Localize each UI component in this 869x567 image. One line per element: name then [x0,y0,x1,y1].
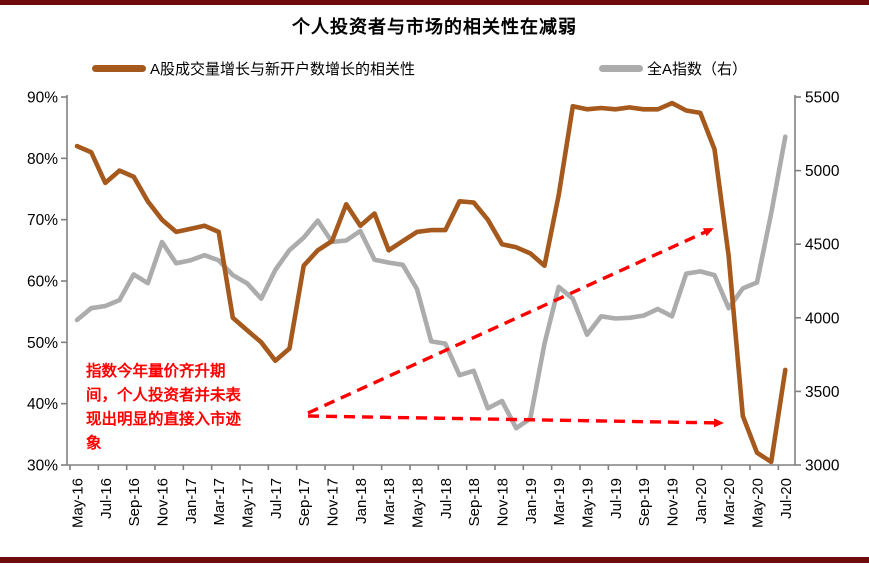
x-axis-label: Jan-17 [183,478,200,524]
x-axis-label: May-18 [409,478,426,528]
y-axis-left-label: 60% [27,274,58,291]
y-axis-right-label: 4000 [805,310,840,327]
correlation-line [74,100,788,465]
x-axis-label: Mar-17 [211,478,228,526]
y-axis-right-label: 5000 [805,163,840,180]
x-axis-label: May-16 [70,478,87,528]
x-axis-label: Jul-19 [608,478,625,519]
x-axis-label: Nov-17 [324,478,341,526]
x-axis-label: Sep-18 [466,478,483,526]
x-axis-label: Nov-19 [664,478,681,526]
x-axis-label: Jul-17 [268,478,285,519]
y-axis-left-label: 30% [27,458,58,475]
x-axis-label: May-17 [239,478,256,528]
x-axis-label: Sep-19 [636,478,653,526]
x-axis-label: Jan-20 [693,478,710,524]
annotation-arrow-up [307,227,714,415]
chart-title: 个人投资者与市场的相关性在减弱 [292,17,577,37]
y-axis-right-label: 3500 [805,384,840,401]
legend-label-index: 全A指数（右） [647,60,748,78]
x-axis-label: Jul-18 [438,478,455,519]
x-axis-label: Sep-16 [126,478,143,526]
legend-item-correlation: A股成交量增长与新开户数增长的相关性 [92,60,416,78]
y-axis-left-label: 40% [27,396,58,413]
annotation-text: 指数今年量价齐升期 间，个人投资者并未表 现出明显的直接入市迹 象 [86,363,242,453]
y-axis-right-label: 4500 [805,237,840,254]
x-axis-label: Jan-19 [523,478,540,524]
index-line-swatch [599,64,643,72]
x-axis-label: Jul-20 [778,478,795,519]
legend-item-index: 全A指数（右） [599,60,748,78]
correlation-line-swatch [92,64,146,72]
x-axis-label: May-20 [749,478,766,528]
x-axis-label: Sep-17 [296,478,313,526]
index-line [74,134,788,431]
top-border-bar [0,0,869,5]
x-axis-label: Jan-18 [353,478,370,524]
x-axis-label: Mar-18 [381,478,398,526]
y-axis-left-label: 70% [27,212,58,229]
y-axis-left-label: 80% [27,151,58,168]
x-axis-label: Mar-19 [551,478,568,526]
annotation-arrow-right [307,414,724,428]
bottom-border-bar [0,557,869,563]
y-axis-left-label: 90% [27,90,58,107]
y-axis-right-label: 5500 [805,90,840,107]
y-axis-right-label: 3000 [805,458,840,475]
x-axis-label: Jul-16 [98,478,115,519]
x-axis-label: May-19 [579,478,596,528]
legend-label-correlation: A股成交量增长与新开户数增长的相关性 [150,60,416,78]
x-axis-label: Nov-18 [494,478,511,526]
x-axis-label: Mar-20 [721,478,738,526]
x-axis-label: Nov-16 [154,478,171,526]
y-axis-left-label: 50% [27,335,58,352]
